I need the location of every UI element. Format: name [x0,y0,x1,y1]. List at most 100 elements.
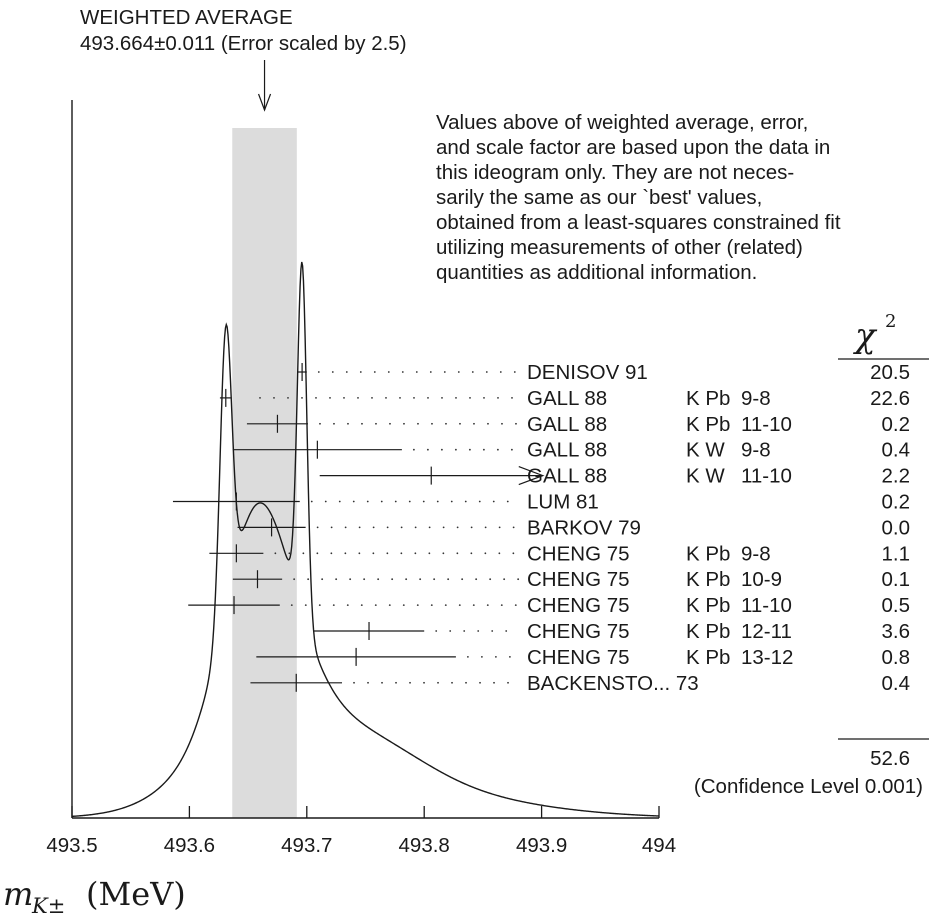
leader-dot [374,604,377,606]
leader-dot [416,604,419,606]
leader-dot [403,422,405,425]
measurement-chi2: 0.2 [882,413,911,436]
leader-dot [450,500,453,503]
chi2-superscript: 2 [885,311,896,332]
leader-dot [513,371,516,373]
measurement-technique: K Pb [686,387,730,410]
measurement-author: BARKOV 79 [527,516,641,539]
leader-dot [290,604,293,606]
leader-dot [373,371,376,373]
leader-dot [401,371,404,373]
measurement-transition: 9-8 [741,542,771,565]
leader-dot [408,500,411,503]
leader-dot [321,578,324,581]
leader-dot [361,422,363,425]
weighted-average-band [232,128,297,818]
leader-dot [464,500,467,503]
x-tick-label: 493.7 [281,834,332,857]
measurement-technique: K Pb [686,542,730,565]
leader-dot [487,422,489,425]
leader-dot [360,604,363,606]
leader-dot [442,526,445,529]
leader-dot [412,448,415,451]
leader-dot [386,526,389,529]
measurement-technique: K Pb [686,413,730,436]
x-axis-ticks: 493.5 493.6 493.7 493.8 493.9 494 [46,806,676,857]
leader-dot [405,578,408,581]
leader-dot [315,397,317,399]
leader-dot [324,500,327,503]
leader-dot [507,681,509,684]
leader-dot [367,681,369,684]
ideogram-curve [71,261,660,818]
measurement-row: CHENG 75 K Pb 10-9 0.1 [232,568,910,591]
leader-dot [465,681,467,684]
leader-dot [483,397,485,399]
measurement-chi2: 0.2 [882,491,911,514]
leader-dot [441,397,443,399]
leader-dot [475,578,478,581]
leader-dot [512,552,515,555]
note-line: quantities as additional information. [436,261,757,284]
leader-dot [456,552,459,555]
leader-dot [427,397,429,399]
leader-dot [385,397,387,399]
leader-dot [499,371,502,373]
measurement-technique: K W [686,465,725,488]
leader-dot [353,681,355,684]
measurement-row: GALL 88 K W 9-8 0.4 [232,439,910,462]
confidence-level: (Confidence Level 0.001) [694,775,923,798]
leader-dot [332,604,335,606]
x-tick-label: 494 [642,834,676,857]
leader-dot [489,578,492,581]
note-line: and scale factor are based upon the data… [436,136,830,159]
leader-dot [345,371,348,373]
xlabel-subscript: K± [31,894,65,918]
leader-dot [459,422,461,425]
measurement-transition: 11-10 [741,413,792,436]
leader-dot [512,526,515,529]
leader-dot [317,371,320,373]
leader-dot [346,604,349,606]
chi2-total: 52.6 [870,747,910,770]
leader-dot [273,397,275,399]
leader-dot [485,371,488,373]
leader-dot [478,500,481,503]
leader-dot [422,500,425,503]
measurement-author: LUM 81 [527,491,599,514]
leader-dot [274,552,277,555]
measurement-author: CHENG 75 [527,594,630,617]
leader-dot [455,397,457,399]
measurement-row: CHENG 75 K Pb 12-11 3.6 [313,620,910,643]
leader-dot [517,578,520,581]
leader-dot [451,681,453,684]
leader-dot [440,448,443,451]
leader-dot [288,552,291,555]
leader-dot [409,681,411,684]
leader-dot [372,526,375,529]
note-line: obtained from a least-squares constraine… [436,211,841,234]
measurement-row: BARKOV 79 0.0 [237,516,910,539]
leader-dot [316,552,319,555]
leader-dot [415,371,418,373]
measurement-author: GALL 88 [527,387,607,410]
leader-dot [352,500,355,503]
x-tick-label: 493.6 [164,834,215,857]
x-tick-label: 493.5 [46,834,97,857]
leader-dot [319,422,321,425]
leader-dot [505,630,508,632]
leader-dot [471,371,474,373]
leader-dot [293,578,296,581]
leader-dot [304,604,307,606]
leader-dot [484,526,487,529]
measurement-author: DENISOV 91 [527,361,648,384]
leader-dot [443,371,446,373]
measurement-transition: 12-11 [741,620,792,643]
measurement-author: GALL 88 [527,413,607,436]
leader-dot [461,578,464,581]
measurement-author: CHENG 75 [527,542,630,565]
leader-dot [497,397,499,399]
leader-dot [433,578,436,581]
measurement-author: CHENG 75 [527,646,630,669]
leader-dot [468,448,471,451]
